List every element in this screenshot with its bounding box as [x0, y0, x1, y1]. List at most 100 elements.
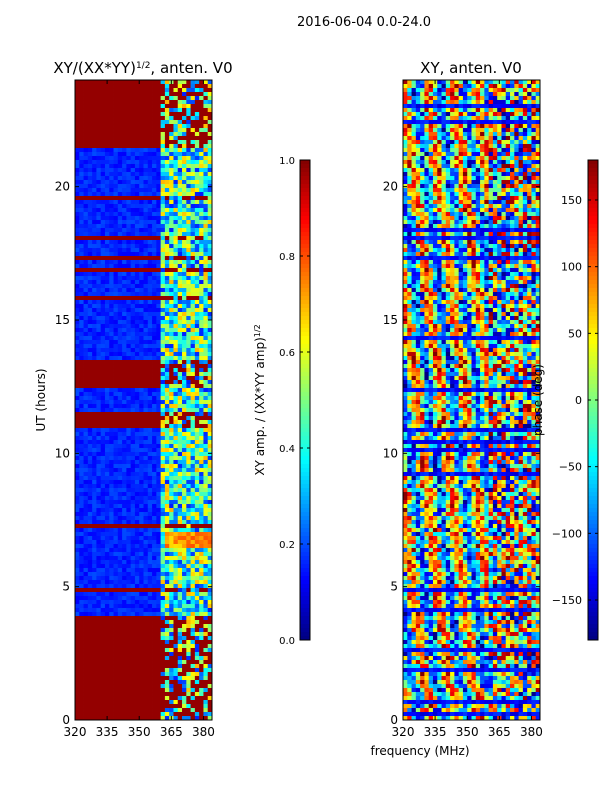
heatmap-cell: [199, 408, 204, 413]
heatmap-cell: [207, 520, 213, 525]
heatmap-cell: [75, 556, 80, 561]
heatmap-cell: [203, 252, 209, 257]
heatmap-cell: [117, 284, 123, 289]
heatmap-cell: [190, 252, 196, 257]
heatmap-cell: [117, 652, 123, 657]
panel-amplitude: XY/(XX*YY)1/2, anten. V0 320 335 350 365 380…: [34, 59, 233, 739]
heatmap-cell: [113, 692, 119, 697]
heatmap-cell: [75, 612, 80, 617]
heatmap-cell: [186, 456, 191, 461]
heatmap-cell: [134, 188, 140, 193]
heatmap-cell: [83, 124, 89, 129]
heatmap-cell: [83, 372, 89, 377]
heatmap-cell: [79, 488, 84, 493]
heatmap-cell: [182, 172, 187, 177]
heatmap-cell: [152, 300, 157, 305]
heatmap-cell: [164, 660, 170, 665]
heatmap-cell: [207, 388, 213, 393]
heatmap-cell: [139, 524, 144, 529]
heatmap-cell: [173, 176, 179, 181]
heatmap-cell: [122, 368, 127, 373]
heatmap-cell: [147, 684, 153, 689]
heatmap-cell: [104, 224, 110, 229]
heatmap-cell: [177, 84, 183, 89]
heatmap-cell: [104, 368, 110, 373]
heatmap-cell: [83, 552, 89, 557]
heatmap-cell: [117, 120, 123, 125]
heatmap-cell: [190, 600, 196, 605]
heatmap-cell: [173, 396, 179, 401]
heatmap-cell: [126, 528, 132, 533]
heatmap-cell: [79, 416, 84, 421]
heatmap-cell: [92, 596, 97, 601]
heatmap-cell: [147, 104, 153, 109]
heatmap-cell: [177, 636, 183, 641]
heatmap-cell: [173, 216, 179, 221]
heatmap-cell: [169, 520, 174, 525]
heatmap-cell: [122, 196, 127, 201]
heatmap-cell: [87, 632, 93, 637]
heatmap-cell: [160, 148, 166, 153]
heatmap-cell: [143, 248, 149, 253]
heatmap-cell: [182, 336, 187, 341]
heatmap-cell: [190, 544, 196, 549]
heatmap-cell: [100, 572, 106, 577]
heatmap-cell: [207, 292, 213, 297]
heatmap-cell: [104, 660, 110, 665]
heatmap-cell: [147, 356, 153, 361]
heatmap-cell: [147, 520, 153, 525]
heatmap-cell: [152, 564, 157, 569]
heatmap-cell: [177, 264, 183, 269]
heatmap-cell: [96, 500, 102, 505]
heatmap-cell: [87, 220, 93, 225]
heatmap-cell: [186, 576, 191, 581]
heatmap-cell: [130, 700, 136, 705]
heatmap-cell: [83, 436, 89, 441]
heatmap-cell: [182, 656, 187, 661]
heatmap-cell: [207, 392, 213, 397]
heatmap-cell: [87, 384, 93, 389]
heatmap-cell: [139, 672, 144, 677]
heatmap-cell: [109, 676, 114, 681]
heatmap-cell: [96, 204, 102, 209]
heatmap-cell: [83, 208, 89, 213]
heatmap-cell: [207, 696, 213, 701]
heatmap-cell: [194, 648, 200, 653]
heatmap-cell: [169, 596, 174, 601]
heatmap-cell: [96, 480, 102, 485]
heatmap-cell: [169, 376, 174, 381]
heatmap-cell: [83, 408, 89, 413]
heatmap-cell: [96, 652, 102, 657]
heatmap-cell: [143, 628, 149, 633]
heatmap-cell: [143, 428, 149, 433]
heatmap-cell: [79, 476, 84, 481]
heatmap-cell: [109, 404, 114, 409]
heatmap-cell: [160, 272, 166, 277]
heatmap-cell: [173, 492, 179, 497]
heatmap-cell: [109, 156, 114, 161]
heatmap-cell: [207, 124, 213, 129]
heatmap-cell: [160, 80, 166, 85]
heatmap-cell: [126, 252, 132, 257]
heatmap-cell: [92, 620, 97, 625]
heatmap-cell: [147, 600, 153, 605]
heatmap-cell: [113, 100, 119, 105]
heatmap-cell: [79, 428, 84, 433]
heatmap-cell: [75, 676, 80, 681]
heatmap-cell: [152, 456, 157, 461]
heatmap-cell: [143, 436, 149, 441]
heatmap-cell: [177, 684, 183, 689]
heatmap-cell: [117, 404, 123, 409]
heatmap-cell: [130, 424, 136, 429]
heatmap-cell: [169, 224, 174, 229]
heatmap-cell: [182, 312, 187, 317]
heatmap-cell: [122, 292, 127, 297]
heatmap-cell: [126, 400, 132, 405]
heatmap-cell: [75, 448, 80, 453]
heatmap-cell: [79, 248, 84, 253]
heatmap-cell: [134, 476, 140, 481]
heatmap-cell: [113, 676, 119, 681]
heatmap-cell: [126, 256, 132, 261]
heatmap-cell: [75, 328, 80, 333]
heatmap-cell: [169, 232, 174, 237]
